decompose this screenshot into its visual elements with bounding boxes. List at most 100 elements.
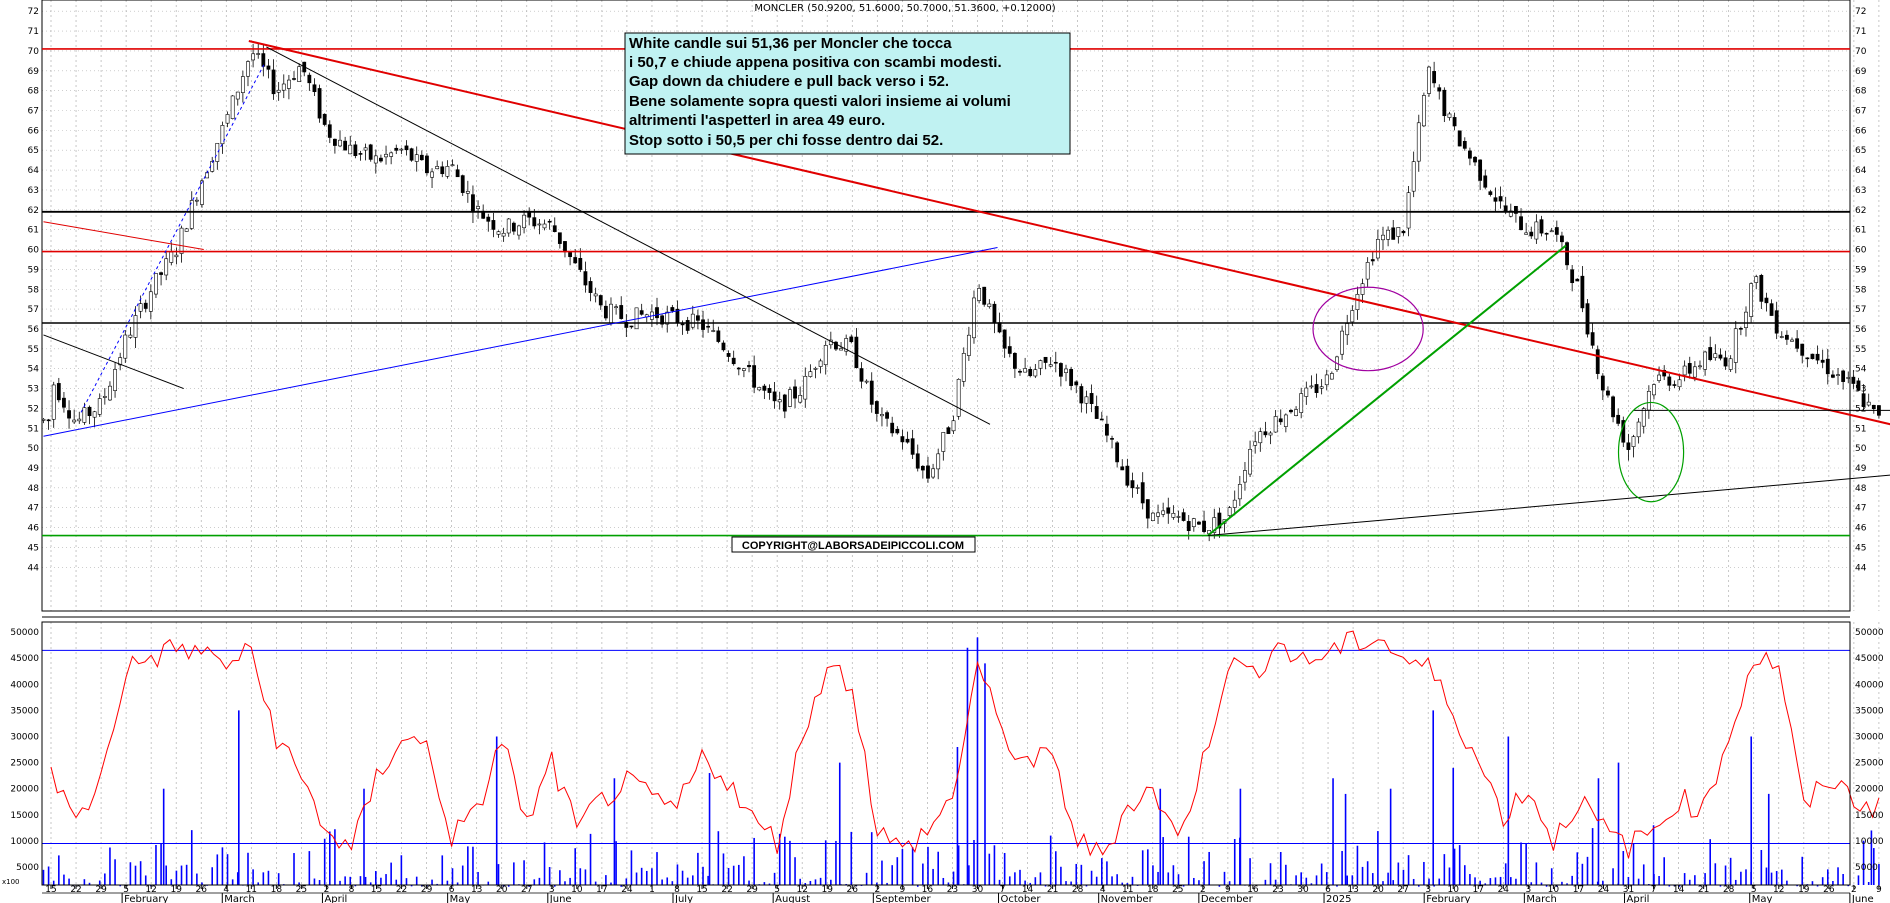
candle-body-up <box>839 348 843 351</box>
candle-body-down <box>1074 381 1079 386</box>
candle-body-up <box>1355 294 1360 311</box>
candle-body-up <box>506 218 511 234</box>
candle-body-down <box>1012 352 1017 369</box>
candle <box>951 415 956 434</box>
date-tick-label: 24 <box>1498 885 1510 895</box>
candle <box>425 153 429 176</box>
price-tick-label-right: 63 <box>1855 186 1866 196</box>
candle <box>225 111 230 128</box>
volume-tick-label-right: 35000 <box>1855 706 1884 716</box>
candle-body-down <box>62 397 66 408</box>
candle-body-up <box>194 199 199 202</box>
candle <box>1038 359 1043 376</box>
candle <box>338 130 342 148</box>
candle-body-up <box>864 380 869 383</box>
candle-body-up <box>281 83 286 91</box>
candle <box>1733 320 1738 374</box>
candle-body-down <box>471 194 475 213</box>
candle-body-up <box>82 407 87 423</box>
candle <box>1202 510 1206 534</box>
candle-body-up <box>1381 234 1385 241</box>
annotation-background <box>624 32 1071 155</box>
candle <box>460 174 465 196</box>
candle-body-up <box>123 334 128 359</box>
candle <box>1493 187 1498 212</box>
price-panel <box>41 43 1881 542</box>
candle <box>1774 301 1779 340</box>
candle-body-down <box>425 155 429 174</box>
month-label: July <box>674 894 693 903</box>
annotation-box: White candle sui 51,36 per Moncler che t… <box>624 32 1071 155</box>
candle-body-down <box>1401 230 1406 234</box>
candle-body-down <box>1565 242 1569 266</box>
candle-body-up <box>1728 358 1733 370</box>
candle <box>557 232 562 249</box>
month-label: April <box>324 894 347 903</box>
candle <box>1432 61 1437 88</box>
candle <box>1836 368 1840 385</box>
candle <box>1861 384 1866 411</box>
candle <box>854 328 859 369</box>
date-tick-label: 17 <box>1473 885 1484 895</box>
price-tick-label-right: 57 <box>1855 305 1866 315</box>
candle <box>552 217 557 233</box>
candle <box>1570 264 1575 292</box>
candle-body-down <box>1488 191 1493 195</box>
candle-body-up <box>1283 414 1288 427</box>
candle-body-down <box>716 330 721 342</box>
candle <box>716 326 721 344</box>
candle-body-up <box>542 223 547 229</box>
candle-body-up <box>742 368 746 371</box>
candle-body-down <box>353 144 358 157</box>
candle-body-up <box>97 398 102 415</box>
candle <box>931 463 935 479</box>
price-tick-label-left: 48 <box>28 484 40 494</box>
candle <box>292 71 296 81</box>
candle <box>1575 278 1580 282</box>
candle-body-up <box>757 387 762 391</box>
price-tick-label-left: 60 <box>28 246 40 256</box>
candle <box>143 299 148 313</box>
candle-body-up <box>1237 484 1242 500</box>
candle <box>803 367 808 408</box>
candle <box>660 314 665 328</box>
candle <box>747 360 751 373</box>
volume-tick-label-right: 30000 <box>1855 733 1884 743</box>
candle <box>1304 381 1309 405</box>
candle <box>629 325 634 329</box>
candle <box>1191 517 1196 532</box>
price-tick-label-left: 49 <box>28 464 40 474</box>
date-tick-label: 26 <box>1823 885 1835 895</box>
candle <box>430 168 434 188</box>
candle <box>1069 366 1074 391</box>
candle <box>97 393 102 417</box>
candle <box>1232 490 1237 516</box>
candle <box>327 120 332 144</box>
price-tick-label-left: 58 <box>28 285 40 295</box>
candle-body-up <box>128 334 133 338</box>
candle-body-down <box>1217 512 1222 529</box>
candle <box>517 224 521 240</box>
candle <box>1416 114 1421 172</box>
candle-body-up <box>297 66 302 82</box>
candle-body-up <box>977 288 981 301</box>
volume-tick-label-right: 20000 <box>1855 785 1884 795</box>
candle-body-up <box>1329 373 1334 380</box>
candle <box>1723 350 1728 370</box>
candle <box>271 59 276 100</box>
candle-body-up <box>1421 95 1426 127</box>
price-tick-label-right: 53 <box>1855 385 1866 395</box>
trend-line <box>43 221 204 251</box>
candle <box>1825 348 1830 385</box>
candle <box>1687 356 1692 379</box>
candle <box>312 78 317 97</box>
candle-body-up <box>1447 113 1452 118</box>
candle <box>1130 472 1135 498</box>
candle-body-down <box>261 53 266 67</box>
candle <box>588 277 593 302</box>
candle <box>1212 508 1217 539</box>
candle-body-down <box>322 113 327 125</box>
candle-body-down <box>1514 205 1518 214</box>
date-tick-label: 12 <box>145 885 156 895</box>
